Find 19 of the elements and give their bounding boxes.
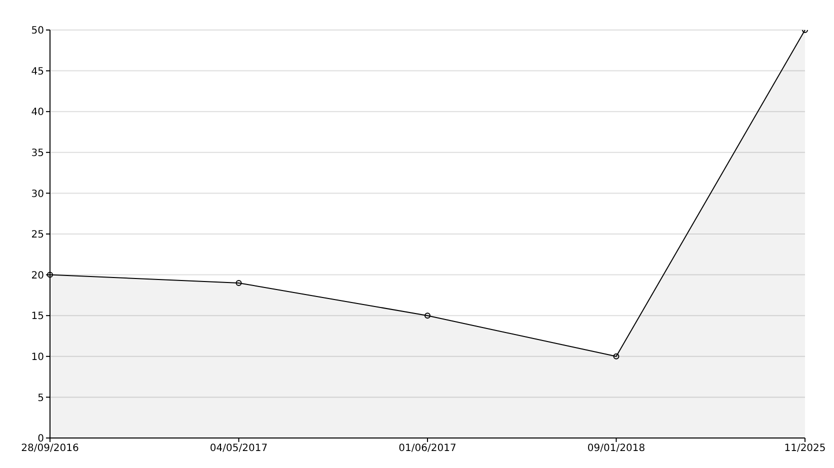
- y-tick-label: 20: [31, 270, 44, 282]
- y-tick-label: 30: [31, 188, 44, 200]
- point: [236, 280, 242, 286]
- point: [424, 312, 430, 319]
- y-tick-label: 40: [31, 107, 44, 118]
- y-tick-label: 45: [31, 66, 44, 78]
- x-tick-label: 09/01/2018: [587, 443, 646, 454]
- y-tick-label: 15: [31, 311, 44, 322]
- y-tick-label: 25: [31, 230, 44, 241]
- x-tick-label: 04/05/2017: [210, 443, 268, 454]
- y-tick-label: 0: [38, 434, 44, 445]
- x-tick-label: 11/2025: [784, 443, 826, 454]
- point: [613, 353, 620, 360]
- y-tick-label: 10: [31, 352, 44, 363]
- x-tick-label: 28/09/2016: [21, 443, 79, 454]
- y-tick-label: 50: [31, 26, 44, 37]
- y-tick-label: 35: [31, 148, 44, 159]
- y-tick-label: 5: [38, 392, 44, 404]
- x-tick-label: 01/06/2017: [398, 443, 456, 454]
